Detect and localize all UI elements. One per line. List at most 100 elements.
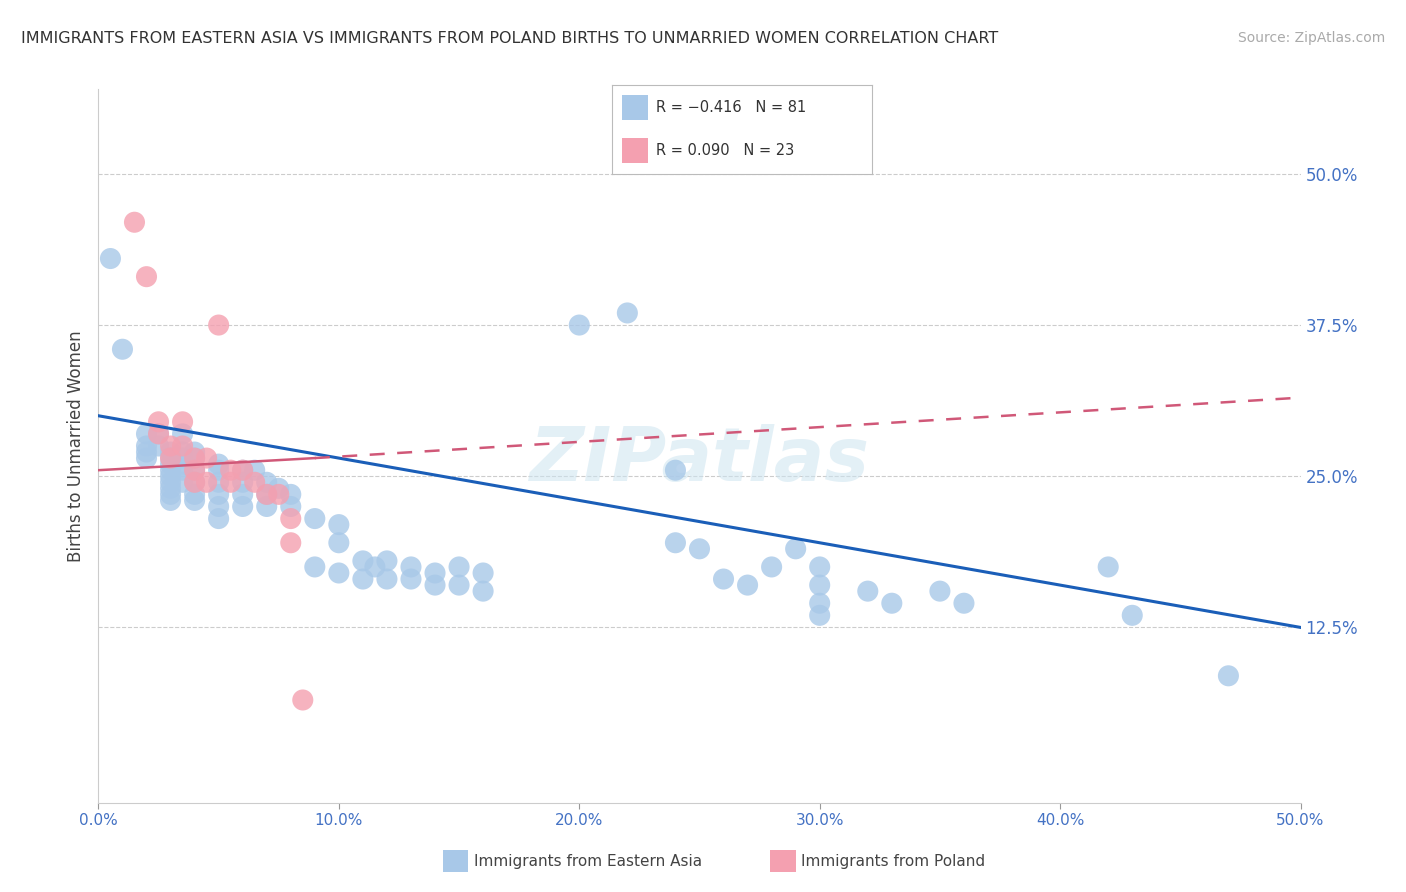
Point [808, 578, 831, 592]
Point [148, 426, 170, 441]
Point [135, 426, 157, 441]
Point [328, 517, 350, 532]
Point [232, 487, 254, 501]
Point [183, 487, 205, 501]
Point [195, 475, 218, 490]
Point [713, 572, 735, 586]
Point [328, 535, 350, 549]
Point [195, 451, 218, 466]
Point [568, 318, 591, 332]
Point [304, 511, 326, 525]
Point [159, 457, 181, 471]
Text: IMMIGRANTS FROM EASTERN ASIA VS IMMIGRANTS FROM POLAND BIRTHS TO UNMARRIED WOMEN: IMMIGRANTS FROM EASTERN ASIA VS IMMIGRAN… [21, 31, 998, 46]
Point [375, 572, 398, 586]
Point [159, 493, 181, 508]
Point [352, 572, 374, 586]
Point [761, 560, 783, 574]
Point [159, 469, 181, 483]
Point [880, 596, 903, 610]
Point [183, 451, 205, 466]
Point [208, 457, 231, 471]
Point [280, 500, 302, 514]
Point [243, 475, 266, 490]
Point [148, 415, 170, 429]
Point [256, 475, 278, 490]
Point [928, 584, 950, 599]
Point [808, 608, 831, 623]
Point [1097, 560, 1119, 574]
Point [291, 693, 314, 707]
Point [183, 451, 205, 466]
Point [243, 463, 266, 477]
Point [135, 269, 157, 284]
Point [111, 343, 134, 357]
Text: Source: ZipAtlas.com: Source: ZipAtlas.com [1237, 31, 1385, 45]
Point [280, 511, 302, 525]
Point [172, 445, 194, 459]
Point [159, 451, 181, 466]
Point [219, 475, 242, 490]
Point [375, 554, 398, 568]
Point [423, 578, 446, 592]
Text: Immigrants from Eastern Asia: Immigrants from Eastern Asia [474, 855, 702, 869]
Point [267, 487, 290, 501]
Point [135, 451, 157, 466]
Point [472, 584, 495, 599]
Point [280, 487, 302, 501]
Point [232, 463, 254, 477]
Point [159, 445, 181, 459]
Point [183, 475, 205, 490]
Point [208, 500, 231, 514]
Point [856, 584, 879, 599]
Point [148, 439, 170, 453]
Point [183, 493, 205, 508]
Point [183, 463, 205, 477]
Point [172, 463, 194, 477]
Point [447, 560, 470, 574]
Point [183, 463, 205, 477]
Point [256, 487, 278, 501]
Point [737, 578, 759, 592]
Point [304, 560, 326, 574]
Point [256, 500, 278, 514]
Point [135, 439, 157, 453]
Point [172, 426, 194, 441]
Text: R = 0.090   N = 23: R = 0.090 N = 23 [655, 144, 794, 158]
Point [423, 566, 446, 580]
Point [689, 541, 711, 556]
Point [159, 475, 181, 490]
Point [208, 463, 231, 477]
Point [183, 475, 205, 490]
Text: Immigrants from Poland: Immigrants from Poland [801, 855, 986, 869]
Point [159, 439, 181, 453]
Text: ZIPatlas: ZIPatlas [530, 424, 869, 497]
Point [364, 560, 387, 574]
Text: R = −0.416   N = 81: R = −0.416 N = 81 [655, 101, 806, 115]
Point [808, 596, 831, 610]
Point [208, 318, 231, 332]
Y-axis label: Births to Unmarried Women: Births to Unmarried Women [67, 330, 86, 562]
Point [1121, 608, 1143, 623]
Point [399, 572, 422, 586]
Point [159, 487, 181, 501]
Point [616, 306, 638, 320]
Point [172, 475, 194, 490]
Point [159, 463, 181, 477]
Point [664, 463, 686, 477]
Point [159, 451, 181, 466]
Point [808, 560, 831, 574]
Point [280, 535, 302, 549]
Point [208, 475, 231, 490]
Point [208, 487, 231, 501]
Point [159, 481, 181, 495]
Point [352, 554, 374, 568]
Point [100, 252, 122, 266]
Point [172, 457, 194, 471]
Point [953, 596, 976, 610]
Point [447, 578, 470, 592]
Point [172, 415, 194, 429]
Bar [621, 95, 648, 120]
Point [267, 481, 290, 495]
Point [219, 463, 242, 477]
Point [208, 511, 231, 525]
